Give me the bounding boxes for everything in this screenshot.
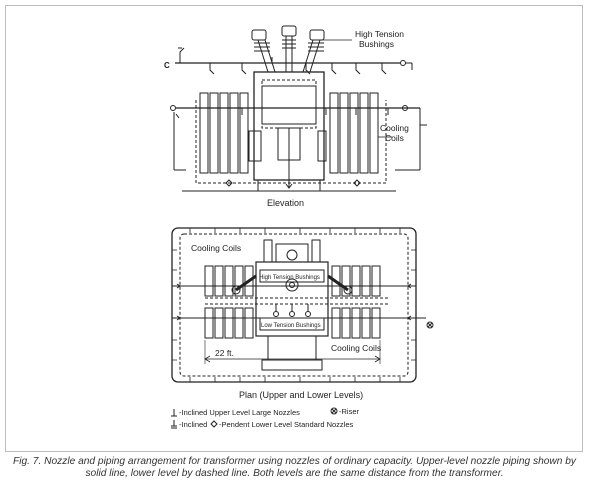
tank-cover-outline	[261, 79, 317, 129]
legend-riser-icon	[330, 407, 338, 415]
plan-center-bushing	[285, 278, 299, 292]
label-plan-cooling-coils-left: Cooling Coils	[191, 243, 241, 253]
label-plan-cooling-coils-right: Cooling Coils	[331, 343, 381, 353]
figure-caption: Fig. 7. Nozzle and piping arrangement fo…	[12, 456, 577, 479]
tank-panel	[261, 85, 317, 125]
label-plan-title: Plan (Upper and Lower Levels)	[239, 390, 363, 400]
plan-cooling-coils-left	[204, 265, 254, 339]
upper-nozzles-elevation	[175, 47, 389, 119]
plan-solid-loop	[171, 227, 417, 383]
legend-inclined-upper-icon	[171, 409, 177, 417]
legend-pendent-icon	[210, 420, 218, 428]
legend-riser: -Riser	[339, 407, 360, 416]
legend-pendent-lower: -Pendent Lower Level Standard Nozzles	[219, 420, 353, 429]
label-dimension: 22 ft.	[215, 348, 234, 358]
plan-perimeter-nozzles	[172, 228, 416, 382]
pipe-end-fitting	[400, 60, 406, 66]
nozzle-piping-diagram: High Tension Bushings C Cooling Coils El…	[164, 25, 434, 429]
label-high-tension: High Tension	[355, 29, 404, 39]
legend-inclined-upper: -Inclined Upper Level Large Nozzles	[179, 408, 300, 417]
legend-inclined: -Inclined	[179, 420, 207, 429]
riser-icon	[426, 321, 434, 329]
legend-inclined-icon	[171, 420, 177, 429]
elevation-cooling-coils-right	[329, 92, 379, 174]
label-plan-low-tension: Low Tension Bushings	[261, 323, 321, 329]
label-coils: Coils	[385, 133, 404, 143]
figure-frame	[5, 5, 583, 452]
high-tension-bushings	[251, 25, 325, 73]
elevation-view	[170, 25, 427, 192]
label-c-marker: C	[164, 61, 170, 70]
plan-dashed-loop	[179, 233, 409, 377]
label-cooling: Cooling	[380, 123, 409, 133]
plan-view	[171, 227, 434, 383]
label-bushings: Bushings	[359, 39, 394, 49]
elevation-cooling-coils-left	[199, 92, 249, 174]
label-plan-high-tension: High Tension Bushings	[259, 275, 320, 281]
label-elevation: Elevation	[267, 198, 304, 208]
plan-cooling-coils-right	[331, 265, 381, 339]
